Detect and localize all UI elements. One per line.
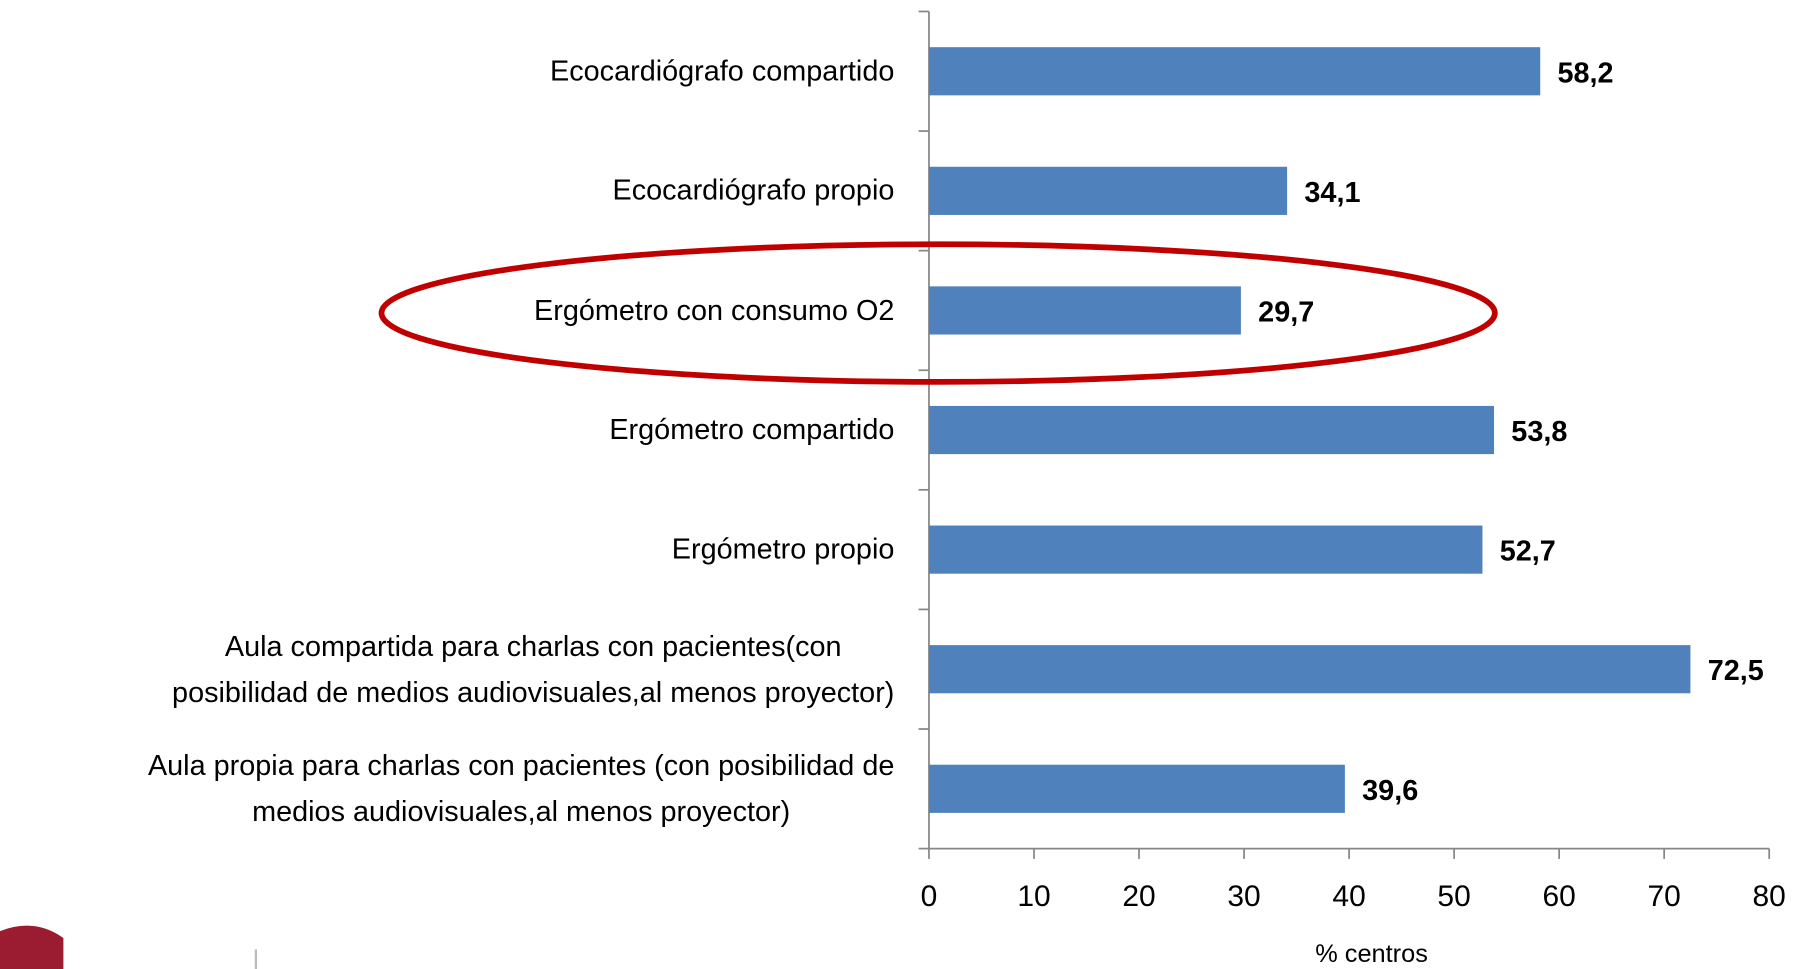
value-label: 72,5 [1708, 655, 1764, 687]
logo [0, 925, 64, 969]
x-tick-label: 50 [1437, 880, 1470, 913]
value-label: 58,2 [1558, 57, 1614, 89]
x-tick-label: 0 [921, 880, 938, 913]
x-axis-label: % centros [1315, 940, 1428, 968]
value-label: 39,6 [1362, 775, 1418, 807]
category-label-box: Ecocardiógrafo compartido [0, 14, 894, 129]
category-label-box: Ergómetro con consumo O2 [0, 253, 894, 368]
x-tick-label: 70 [1647, 880, 1680, 913]
x-tick-label: 10 [1017, 880, 1050, 913]
category-label-wrap: Ergómetro compartido [0, 373, 894, 488]
x-tick-label: 40 [1332, 880, 1365, 913]
category-label: Aula compartida para charlas con pacient… [172, 630, 895, 709]
category-label-wrap: Ecocardiógrafo propio [0, 134, 894, 249]
value-label: 34,1 [1304, 177, 1360, 209]
category-label-wrap: Ecocardiógrafo compartido [0, 14, 894, 129]
category-label: Ecocardiógrafo propio [612, 174, 895, 207]
category-label: Ergómetro con consumo O2 [534, 294, 895, 327]
category-label-wrap: Ergómetro propio [0, 492, 895, 607]
category-label-box: Ergómetro propio [0, 492, 895, 607]
category-label-box: Aula compartida para charlas con pacient… [0, 612, 894, 727]
bar [928, 645, 1691, 694]
bar [928, 764, 1345, 813]
x-tick-label: 80 [1753, 880, 1786, 913]
category-label: Ergómetro propio [671, 533, 895, 566]
bar [928, 405, 1495, 455]
x-tick-label: 20 [1122, 880, 1155, 913]
category-label: Aula propia para charlas con pacientes (… [147, 749, 895, 828]
value-label: 52,7 [1500, 536, 1556, 568]
highlight-ellipse [378, 241, 1498, 385]
category-label-wrap: Ergómetro con consumo O2 [0, 253, 894, 368]
x-tick-label: 30 [1227, 880, 1260, 913]
bar [928, 47, 1541, 96]
category-label-box: Aula propia para charlas con pacientes (… [0, 731, 894, 846]
bar [928, 286, 1241, 335]
category-label-wrap: Aula propia para charlas con pacientes (… [0, 731, 894, 846]
bar [928, 525, 1483, 574]
value-label: 29,7 [1258, 297, 1314, 329]
category-label: Ergómetro compartido [609, 413, 895, 447]
category-label-box: Ecocardiógrafo propio [0, 134, 894, 249]
bar [928, 166, 1288, 215]
category-label-wrap: Aula compartida para charlas con pacient… [0, 612, 894, 727]
x-tick-label: 60 [1542, 880, 1575, 913]
value-label: 53,8 [1511, 416, 1567, 448]
category-label-box: Ergómetro compartido [0, 373, 894, 488]
category-label: Ecocardiógrafo compartido [550, 55, 895, 88]
